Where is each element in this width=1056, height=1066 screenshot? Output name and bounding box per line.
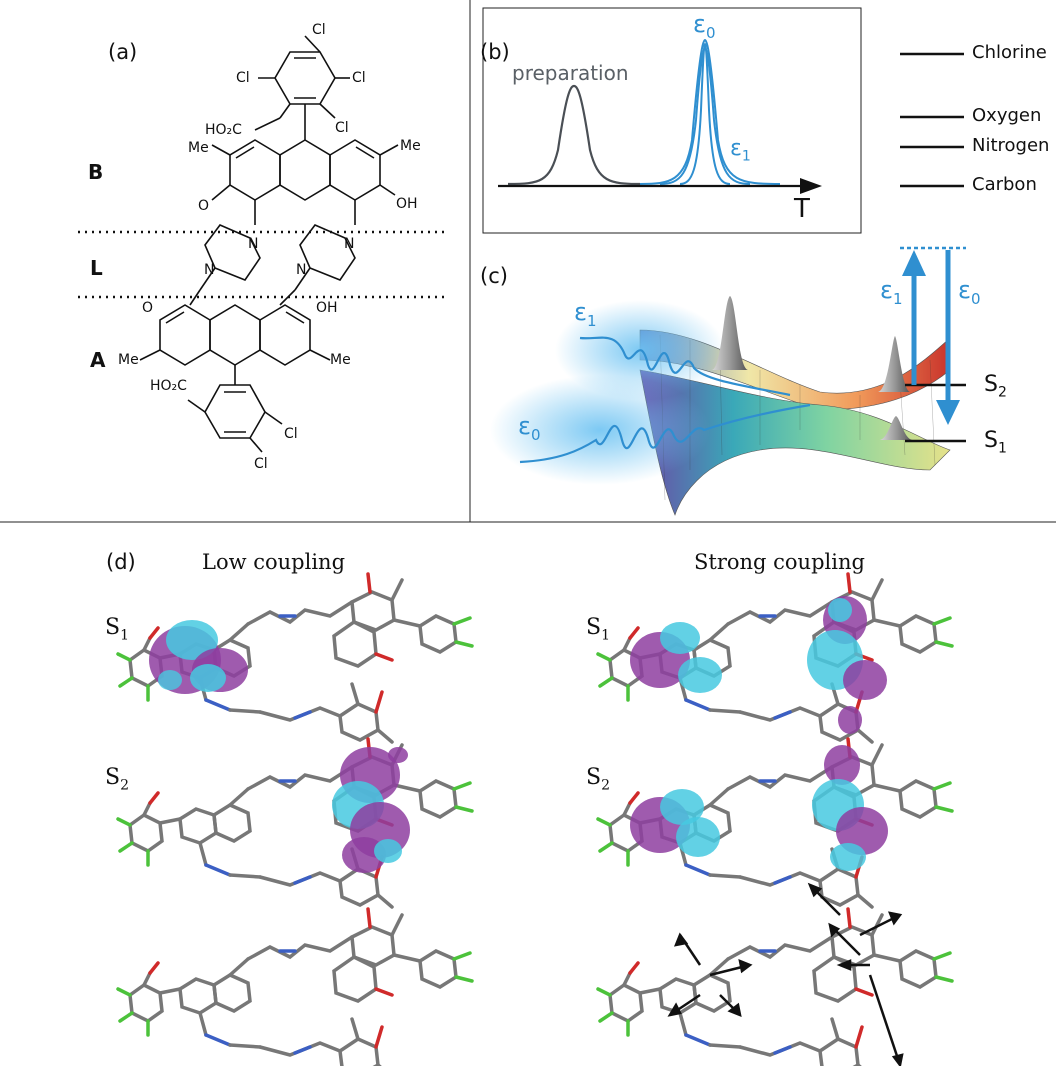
atom-me-4: Me: [330, 352, 351, 368]
atom-o-top: O: [198, 198, 210, 214]
panel-b-label: (b): [480, 40, 510, 64]
axis-arrow-icon: [800, 178, 822, 194]
atom-n-2: N: [344, 236, 355, 252]
beam-eps0-label: ε0: [518, 412, 541, 444]
atom-n-4: N: [296, 262, 307, 278]
atom-n-1: N: [248, 236, 259, 252]
preparation-label: preparation: [512, 61, 629, 85]
strong-s1-label: S1: [586, 615, 610, 644]
excitation-arrow-icon: [902, 250, 926, 276]
low-s1-label: S1: [105, 615, 129, 644]
panel-c-label: (c): [480, 264, 508, 288]
atom-o-bottom: O: [142, 300, 154, 316]
arrow-eps1-label: ε1: [880, 276, 903, 308]
panel-b-frame: [482, 7, 862, 234]
region-l-label: L: [90, 256, 103, 280]
region-a-label: A: [90, 348, 106, 372]
legend-nitrogen: Nitrogen: [972, 135, 1050, 156]
atom-oh-top: OH: [396, 196, 418, 212]
state-s2-label: S2: [984, 372, 1007, 401]
molecule-structure: [78, 35, 448, 453]
temperature-axis-label: T: [794, 194, 810, 224]
legend-carbon: Carbon: [972, 174, 1037, 195]
state-s1-label: S1: [984, 428, 1007, 457]
atom-cl-1: Cl: [312, 22, 326, 38]
arrow-eps0-label: ε0: [958, 276, 981, 308]
atom-n-3: N: [204, 262, 215, 278]
temperature-distribution-plot: [498, 38, 822, 194]
atom-cl-3: Cl: [352, 70, 366, 86]
legend-chlorine: Chlorine: [972, 42, 1047, 63]
atom-cl-5: Cl: [284, 426, 298, 442]
element-legend-lines: [900, 52, 964, 188]
atom-cl-6: Cl: [254, 456, 268, 472]
atom-me-3: Me: [118, 352, 139, 368]
atom-cl-2: Cl: [236, 70, 250, 86]
potential-energy-surfaces: [490, 246, 966, 516]
atom-ho2c-bottom: HO₂C: [150, 378, 187, 394]
panel-a-label: (a): [108, 40, 138, 64]
atom-me-1: Me: [188, 140, 209, 156]
low-coupling-title: Low coupling: [202, 550, 346, 574]
atom-me-2: Me: [400, 138, 421, 154]
strong-coupling-title: Strong coupling: [694, 550, 865, 574]
eps1-peak-label: ε1: [730, 136, 751, 165]
atom-ho2c-top: HO₂C: [205, 122, 242, 138]
atom-cl-4: Cl: [335, 120, 349, 136]
region-b-label: B: [88, 160, 104, 184]
legend-oxygen: Oxygen: [972, 105, 1042, 126]
panel-d-label: (d): [106, 550, 136, 574]
deexcitation-arrow-icon: [936, 400, 960, 425]
atom-oh-bottom: OH: [316, 300, 338, 316]
low-s2-label: S2: [105, 765, 129, 794]
beam-eps1-label: ε1: [574, 298, 597, 330]
strong-s2-label: S2: [586, 765, 610, 794]
eps0-peak-label: ε0: [693, 10, 716, 42]
